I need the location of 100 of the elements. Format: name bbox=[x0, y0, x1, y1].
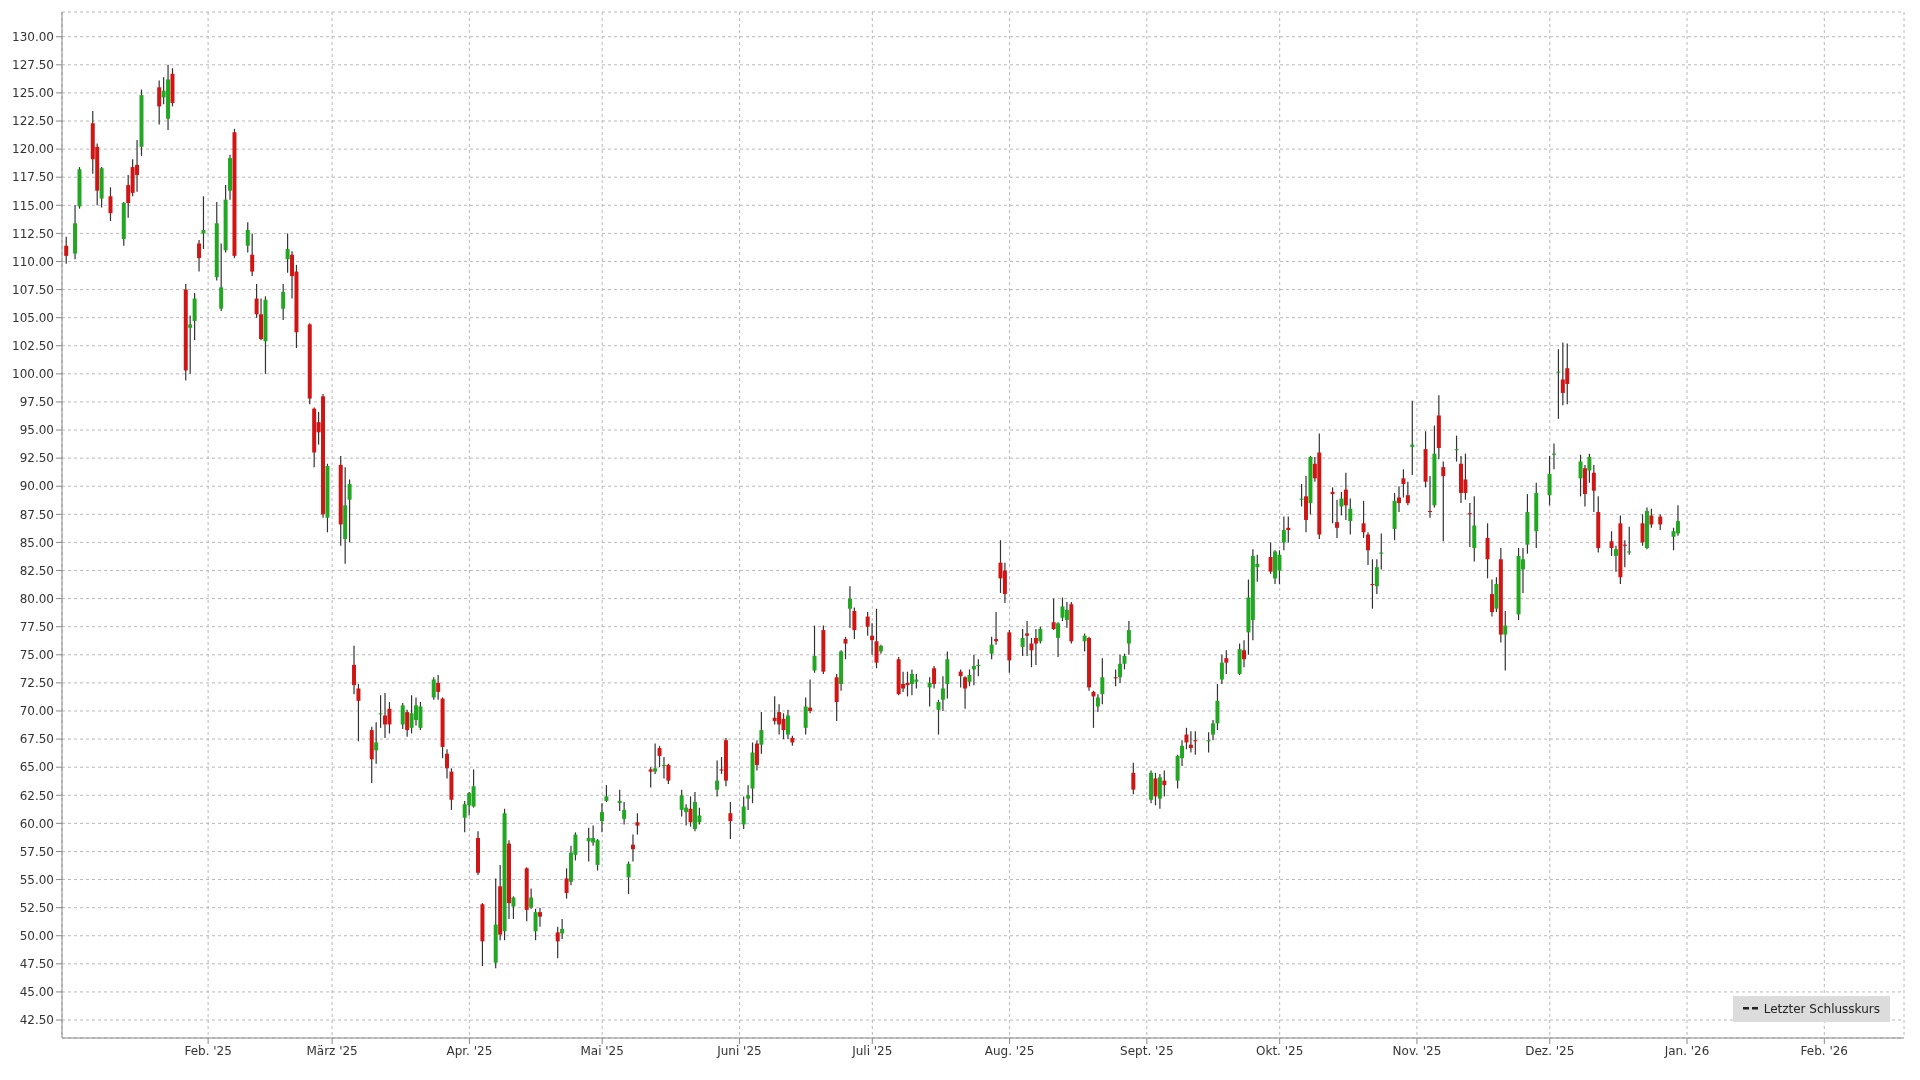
candlestick bbox=[772, 695, 777, 726]
y-tick-label: 62.50 bbox=[19, 788, 54, 803]
y-tick-label: 105.00 bbox=[12, 310, 54, 325]
y-tick-label: 97.50 bbox=[19, 395, 54, 410]
legend-box: Letzter Schlusskurs bbox=[1732, 996, 1890, 1022]
candlestick bbox=[197, 239, 202, 273]
candlestick bbox=[1299, 483, 1304, 508]
y-tick-label: 107.50 bbox=[12, 282, 54, 297]
y-tick-label: 122.50 bbox=[12, 114, 54, 129]
candlestick bbox=[1591, 464, 1596, 513]
candlestick bbox=[998, 539, 1003, 594]
candlestick bbox=[192, 292, 197, 341]
y-tick-label: 47.50 bbox=[19, 957, 54, 972]
y-tick-label: 50.00 bbox=[19, 929, 54, 943]
candlestick bbox=[1242, 639, 1247, 668]
candlestick bbox=[971, 654, 976, 686]
candlestick bbox=[400, 702, 405, 730]
candlestick bbox=[648, 766, 653, 788]
candlestick bbox=[1401, 468, 1406, 499]
candlestick bbox=[909, 668, 914, 696]
candlestick bbox=[1002, 562, 1007, 604]
candlestick bbox=[1281, 515, 1286, 551]
candlestick bbox=[250, 232, 255, 277]
candlestick bbox=[1472, 495, 1477, 563]
candlestick bbox=[932, 665, 937, 690]
candlestick bbox=[1454, 435, 1459, 463]
candlestick bbox=[418, 701, 423, 731]
y-tick-label: 80.00 bbox=[19, 591, 54, 606]
candlestick bbox=[1304, 475, 1309, 533]
x-tick-label: Mai '25 bbox=[580, 1043, 624, 1058]
candlestick bbox=[347, 478, 352, 544]
candlestick bbox=[219, 242, 224, 312]
candlestick bbox=[843, 636, 848, 660]
candlestick bbox=[1547, 455, 1552, 506]
candlestick bbox=[1153, 772, 1158, 806]
y-tick-label: 75.00 bbox=[19, 648, 54, 663]
y-tick-label: 112.50 bbox=[12, 226, 54, 241]
candlestick bbox=[1126, 620, 1131, 656]
candlestick bbox=[1675, 504, 1680, 537]
candlestick bbox=[989, 636, 994, 660]
x-tick-label: Okt. '25 bbox=[1256, 1043, 1304, 1058]
candlestick bbox=[626, 860, 631, 895]
candlestick bbox=[728, 801, 733, 840]
candlestick bbox=[1056, 621, 1061, 658]
y-tick-label: 90.00 bbox=[19, 479, 54, 494]
candlestick bbox=[622, 801, 627, 826]
candlestick bbox=[1374, 558, 1379, 595]
candlestick bbox=[405, 709, 410, 738]
y-tick-label: 102.50 bbox=[12, 339, 54, 354]
candlestick bbox=[1467, 502, 1472, 548]
candlestick bbox=[1343, 472, 1348, 521]
y-tick-label: 115.00 bbox=[12, 198, 54, 213]
candlestick bbox=[135, 139, 140, 193]
candlestick bbox=[661, 756, 666, 780]
candlestick bbox=[1335, 499, 1340, 539]
candlestick bbox=[1033, 628, 1038, 666]
candlestick bbox=[1361, 500, 1366, 539]
candlestick bbox=[1503, 610, 1508, 672]
candlestick bbox=[1277, 549, 1282, 585]
candlestick bbox=[688, 795, 693, 828]
candlestick bbox=[538, 907, 542, 928]
candlestick bbox=[1640, 513, 1645, 547]
x-tick-label: Dez. '25 bbox=[1525, 1043, 1575, 1058]
candlestick bbox=[1627, 526, 1632, 556]
candlestick bbox=[715, 759, 720, 797]
candlestick bbox=[1613, 545, 1618, 573]
candlestick bbox=[374, 721, 379, 765]
candlestick bbox=[1441, 460, 1446, 542]
candlestick bbox=[785, 709, 790, 740]
candlestick bbox=[781, 712, 786, 740]
candlestick bbox=[245, 221, 250, 254]
candlestick bbox=[1157, 773, 1162, 810]
y-tick-label: 95.00 bbox=[19, 423, 54, 438]
x-tick-label: Juni '25 bbox=[716, 1043, 762, 1058]
y-tick-label: 42.50 bbox=[19, 1013, 54, 1028]
candlestick bbox=[1560, 341, 1565, 406]
x-tick-label: Nov. '25 bbox=[1392, 1043, 1442, 1058]
y-tick-label: 85.00 bbox=[19, 535, 54, 550]
candlestick bbox=[1100, 657, 1105, 705]
y-tick-label: 70.00 bbox=[19, 704, 54, 719]
candlestick bbox=[1131, 762, 1136, 795]
x-tick-label: Feb. '26 bbox=[1800, 1043, 1849, 1058]
candlestick bbox=[188, 314, 193, 375]
candlestick bbox=[586, 827, 591, 863]
candlestick bbox=[808, 678, 813, 714]
y-tick-label: 45.00 bbox=[19, 985, 54, 1000]
candlestick bbox=[599, 802, 604, 833]
candlestick bbox=[281, 283, 286, 321]
candlestick bbox=[1188, 730, 1193, 754]
candlestick bbox=[1025, 620, 1030, 657]
candlestick bbox=[874, 608, 879, 669]
candlestick bbox=[1064, 601, 1069, 629]
x-tick-label: März '25 bbox=[306, 1043, 358, 1058]
y-tick-label: 110.00 bbox=[12, 254, 54, 269]
candlestick bbox=[1193, 730, 1198, 756]
y-tick-label: 120.00 bbox=[12, 142, 54, 157]
x-tick-label: Jan. '26 bbox=[1663, 1043, 1710, 1058]
candlestick bbox=[64, 236, 69, 265]
candlestick bbox=[1485, 522, 1490, 579]
candlestick bbox=[1463, 453, 1468, 501]
